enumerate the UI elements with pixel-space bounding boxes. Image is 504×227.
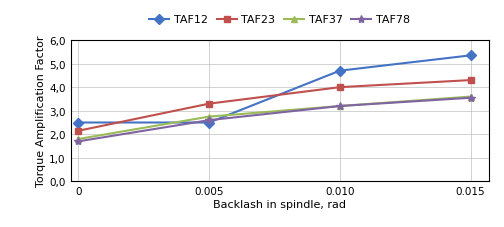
- Line: TAF78: TAF78: [74, 94, 475, 146]
- X-axis label: Backlash in spindle, rad: Backlash in spindle, rad: [213, 199, 346, 209]
- TAF78: [76, 140, 82, 143]
- TAF78: [468, 97, 474, 100]
- Line: TAF12: TAF12: [75, 53, 474, 126]
- TAF12: [468, 55, 474, 57]
- TAF12: [337, 70, 343, 73]
- TAF12: [206, 122, 212, 124]
- TAF23: [206, 103, 212, 106]
- TAF37: [76, 138, 82, 141]
- Legend: TAF12, TAF23, TAF37, TAF78: TAF12, TAF23, TAF37, TAF78: [149, 15, 410, 25]
- TAF37: [468, 96, 474, 99]
- TAF78: [337, 105, 343, 108]
- Line: TAF23: TAF23: [75, 77, 474, 135]
- Y-axis label: Torque Amplification Factor: Torque Amplification Factor: [36, 36, 46, 187]
- TAF23: [337, 86, 343, 89]
- TAF78: [206, 119, 212, 122]
- TAF12: [76, 122, 82, 124]
- TAF23: [76, 130, 82, 133]
- TAF37: [337, 105, 343, 108]
- Line: TAF37: TAF37: [75, 94, 474, 143]
- TAF23: [468, 79, 474, 82]
- TAF37: [206, 116, 212, 118]
